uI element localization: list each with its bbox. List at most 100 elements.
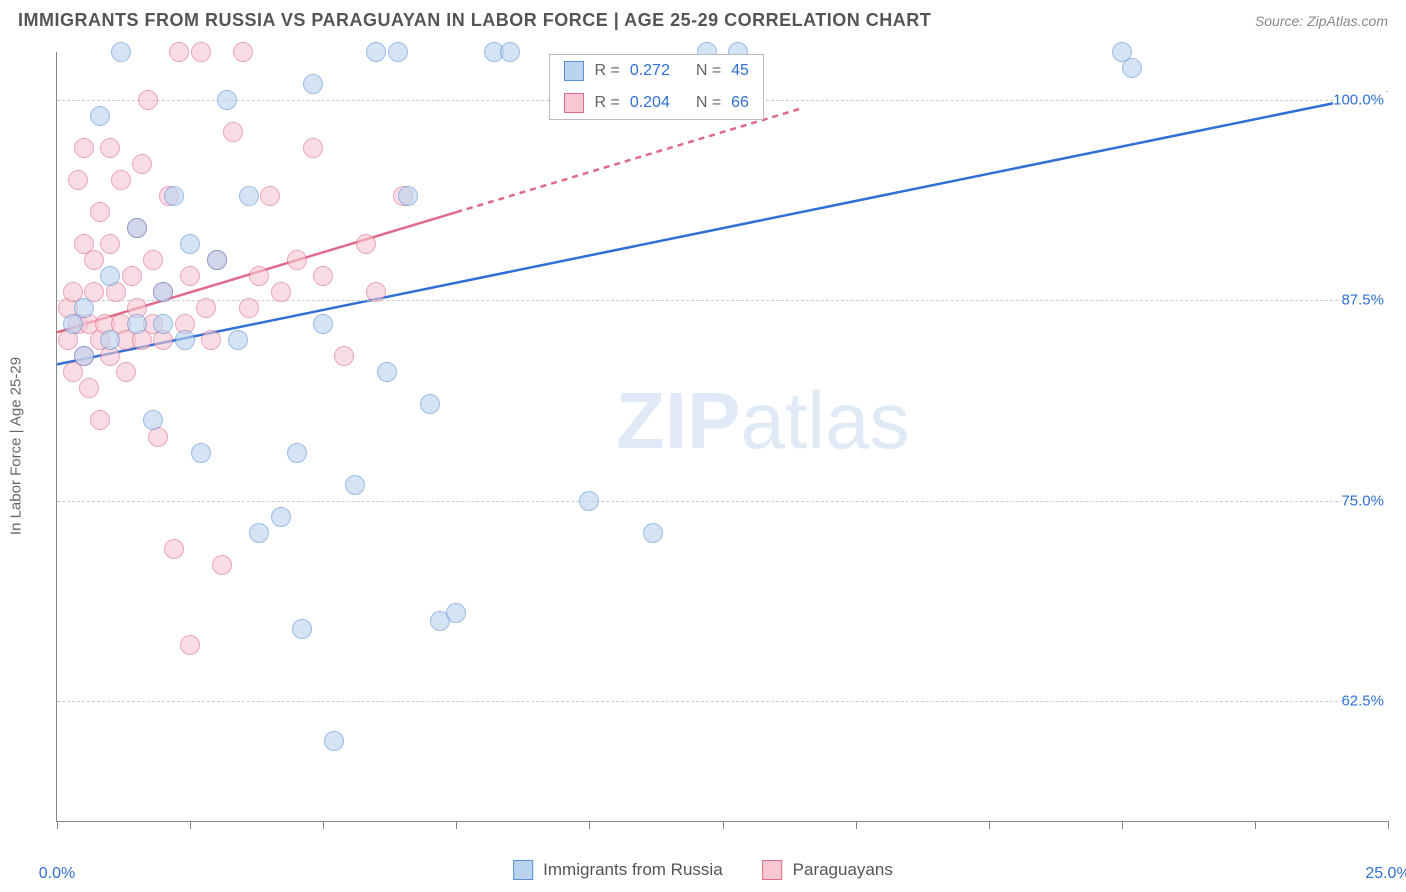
russia-point [191,443,211,463]
paraguay-point [233,42,253,62]
russia-point [398,186,418,206]
x-tick [856,821,857,829]
paraguay-point [303,138,323,158]
russia-point [127,218,147,238]
paraguay-point [249,266,269,286]
x-tick [57,821,58,829]
chart-title: IMMIGRANTS FROM RUSSIA VS PARAGUAYAN IN … [18,10,931,31]
russia-point [366,42,386,62]
legend-row: R =0.204N =66 [550,87,762,119]
paraguay-point [196,298,216,318]
russia-point [90,106,110,126]
paraguay-point [68,170,88,190]
russia-point [111,42,131,62]
russia-point [643,523,663,543]
swatch-icon [763,860,783,880]
paraguay-point [164,539,184,559]
y-tick-label: 100.0% [1333,92,1390,109]
legend-item-russia: Immigrants from Russia [513,860,722,880]
russia-point [446,603,466,623]
x-tick [989,821,990,829]
russia-point [175,330,195,350]
swatch-icon [564,61,584,81]
paraguay-point [132,154,152,174]
paraguay-point [271,282,291,302]
x-tick [589,821,590,829]
paraguay-point [287,250,307,270]
russia-point [100,330,120,350]
gridline [57,701,1388,702]
x-tick [723,821,724,829]
legend-item-paraguay: Paraguayans [763,860,893,880]
russia-point [228,330,248,350]
russia-point [579,491,599,511]
y-tick-label: 75.0% [1341,492,1390,509]
x-tick [1255,821,1256,829]
russia-point [74,298,94,318]
russia-point [271,507,291,527]
paraguay-point [84,250,104,270]
russia-point [207,250,227,270]
swatch-icon [513,860,533,880]
russia-point [74,346,94,366]
legend-row: R =0.272N =45 [550,55,762,87]
paraguay-point [74,138,94,158]
trend-lines [57,52,1388,821]
gridline [57,300,1388,301]
russia-point [313,314,333,334]
paraguay-point [100,138,120,158]
russia-point [217,90,237,110]
paraguay-point [334,346,354,366]
russia-point [153,314,173,334]
russia-point [377,362,397,382]
y-tick-label: 62.5% [1341,692,1390,709]
russia-point [303,74,323,94]
paraguay-point [212,555,232,575]
paraguay-point [122,266,142,286]
paraguay-point [180,635,200,655]
russia-point [249,523,269,543]
russia-point [500,42,520,62]
russia-point [292,619,312,639]
x-tick [456,821,457,829]
x-tick [190,821,191,829]
paraguay-point [201,330,221,350]
paraguay-point [366,282,386,302]
gridline [57,501,1388,502]
correlation-legend: R =0.272N =45R =0.204N =66 [549,54,763,120]
scatter-chart: ZIPatlas R =0.272N =45R =0.204N =66 62.5… [56,52,1388,822]
x-tick [1122,821,1123,829]
y-tick-label: 87.5% [1341,292,1390,309]
paraguay-point [191,42,211,62]
russia-point [345,475,365,495]
paraguay-point [143,250,163,270]
paraguay-point [79,378,99,398]
paraguay-point [356,234,376,254]
russia-point [153,282,173,302]
chart-source: Source: ZipAtlas.com [1255,13,1388,29]
russia-point [100,266,120,286]
paraguay-point [223,122,243,142]
x-tick-label: 25.0% [1365,865,1406,883]
russia-point [164,186,184,206]
russia-point [324,731,344,751]
paraguay-point [169,42,189,62]
paraguay-point [138,90,158,110]
paraguay-point [180,266,200,286]
y-axis-label: In Labor Force | Age 25-29 [8,357,25,535]
russia-point [287,443,307,463]
russia-point [180,234,200,254]
russia-point [239,186,259,206]
russia-point [127,314,147,334]
paraguay-point [100,234,120,254]
russia-point [388,42,408,62]
swatch-icon [564,93,584,113]
russia-point [1122,58,1142,78]
paraguay-point [90,202,110,222]
watermark: ZIPatlas [616,375,909,467]
x-tick [323,821,324,829]
series-legend: Immigrants from Russia Paraguayans [513,860,893,880]
paraguay-point [239,298,259,318]
russia-point [420,394,440,414]
paraguay-point [116,362,136,382]
